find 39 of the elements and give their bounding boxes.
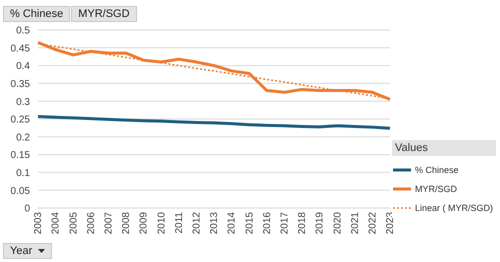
x-tick-label: 2022 — [368, 212, 378, 234]
x-tick-label: 2012 — [192, 212, 202, 234]
y-tick-label: 0.45 — [10, 43, 30, 54]
x-tick-label: 2015 — [244, 212, 256, 234]
text: Year — [10, 245, 32, 257]
y-tick-label: 0.2 — [16, 132, 30, 144]
x-tick-label: 2004 — [50, 212, 62, 234]
x-tick-label: 2019 — [314, 212, 326, 234]
x-tick-label: 2020 — [332, 212, 344, 234]
text: % Chinese — [3, 6, 70, 22]
x-tick-label: 2016 — [262, 212, 273, 234]
x-tick-label: 2008 — [121, 212, 132, 234]
x-tick-label: 2005 — [68, 212, 80, 234]
line-series — [36, 115, 392, 130]
x-tick-label: 2007 — [104, 212, 114, 234]
x-tick-label: 2017 — [280, 212, 290, 234]
y-tick-label: 0.1 — [16, 168, 30, 179]
x-tick-label: 2018 — [297, 212, 308, 234]
x-tick-label: 2013 — [209, 212, 220, 234]
x-tick-label: 2021 — [350, 212, 361, 234]
x-tick-label: 2009 — [138, 212, 150, 234]
x-tick-label: 2011 — [174, 212, 185, 234]
legend-label: Linear ( MYR/SGD) — [415, 202, 494, 212]
y-tick-label: 0.35 — [10, 78, 30, 90]
y-tick-label: 0.05 — [10, 186, 30, 197]
legend-label: MYR/SGD — [415, 184, 458, 194]
text: MYR/SGD — [71, 6, 137, 22]
y-tick-label: 0.3 — [16, 96, 30, 108]
x-tick-label: 2014 — [226, 212, 238, 234]
y-tick-label: 0 — [24, 204, 30, 215]
y-tick-label: 0.25 — [10, 114, 30, 126]
x-tick-label: 2006 — [86, 212, 97, 234]
y-tick-label: 0.5 — [16, 26, 30, 37]
y-tick-label: 0.15 — [10, 150, 30, 162]
y-tick-label: 0.4 — [16, 61, 30, 72]
legend-title: Values — [392, 140, 496, 156]
legend-label: % Chinese — [415, 164, 459, 174]
x-tick-label: 2003 — [33, 212, 44, 234]
x-tick-label: 2010 — [156, 212, 168, 234]
